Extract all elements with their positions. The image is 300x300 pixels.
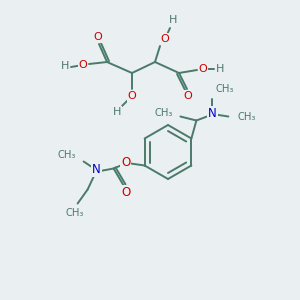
Text: CH₃: CH₃ <box>237 112 256 122</box>
Text: CH₃: CH₃ <box>215 85 234 94</box>
Text: O: O <box>160 34 169 44</box>
Text: CH₃: CH₃ <box>57 149 76 160</box>
Text: O: O <box>121 156 130 169</box>
Text: O: O <box>184 91 192 101</box>
Text: H: H <box>113 107 121 117</box>
Text: O: O <box>94 32 102 42</box>
Text: H: H <box>169 15 177 25</box>
Text: N: N <box>92 163 101 176</box>
Text: O: O <box>128 91 136 101</box>
Text: H: H <box>216 64 224 74</box>
Text: H: H <box>61 61 69 71</box>
Text: CH₃: CH₃ <box>154 109 172 118</box>
Text: O: O <box>121 186 130 199</box>
Text: CH₃: CH₃ <box>65 208 84 218</box>
Text: O: O <box>199 64 207 74</box>
Text: N: N <box>208 107 217 120</box>
Text: O: O <box>79 60 87 70</box>
